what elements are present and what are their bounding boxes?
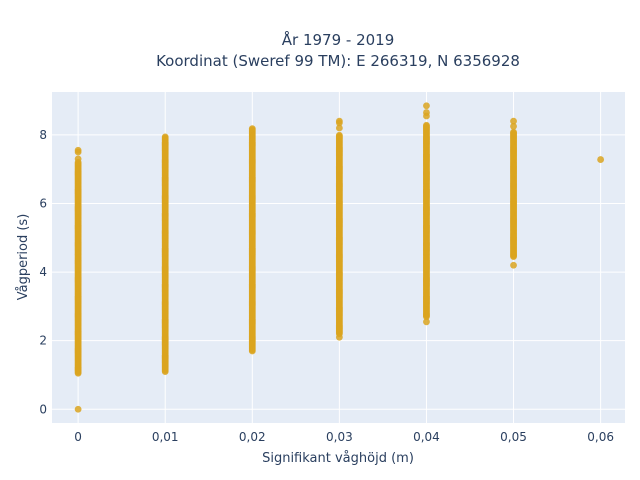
data-point [423, 109, 430, 116]
y-tick-label: 8 [39, 128, 47, 142]
data-point [597, 156, 605, 163]
data-point [423, 121, 430, 129]
data-points [74, 102, 605, 413]
data-point [423, 318, 430, 326]
x-tick-label: 0,01 [152, 430, 179, 444]
data-point [161, 133, 169, 141]
y-tick-label: 4 [39, 265, 47, 279]
data-point [510, 261, 517, 269]
chart-title-line1: År 1979 - 2019 [282, 30, 395, 49]
x-axis-label: Signifikant våghöjd (m) [262, 451, 414, 466]
data-point [335, 124, 343, 132]
y-axis-label: Vågperiod (s) [16, 214, 31, 301]
x-tick-label: 0,04 [413, 430, 440, 444]
chart-title-line2: Koordinat (Sweref 99 TM): E 266319, N 63… [156, 52, 520, 70]
data-point [423, 102, 430, 110]
y-tick-label: 2 [39, 334, 47, 348]
data-point [335, 117, 343, 125]
x-tick-label: 0,02 [239, 430, 266, 444]
data-point [74, 405, 82, 413]
data-point [510, 122, 517, 130]
data-point [510, 117, 517, 125]
data-point [248, 125, 256, 133]
data-point [335, 131, 343, 139]
x-axis-ticks: 0 0,01 0,02 0,03 0,04 0,05 0,06 [74, 430, 614, 444]
y-tick-label: 6 [39, 196, 47, 210]
x-tick-label: 0 [74, 430, 82, 444]
x-tick-label: 0,05 [500, 430, 527, 444]
data-point [74, 155, 82, 163]
data-point [74, 146, 82, 154]
data-point [510, 128, 517, 136]
x-tick-label: 0,03 [326, 430, 353, 444]
data-point [335, 333, 343, 341]
x-tick-label: 0,06 [587, 430, 614, 444]
y-tick-label: 0 [39, 402, 47, 416]
y-axis-ticks: 0 2 4 6 8 [39, 128, 47, 416]
